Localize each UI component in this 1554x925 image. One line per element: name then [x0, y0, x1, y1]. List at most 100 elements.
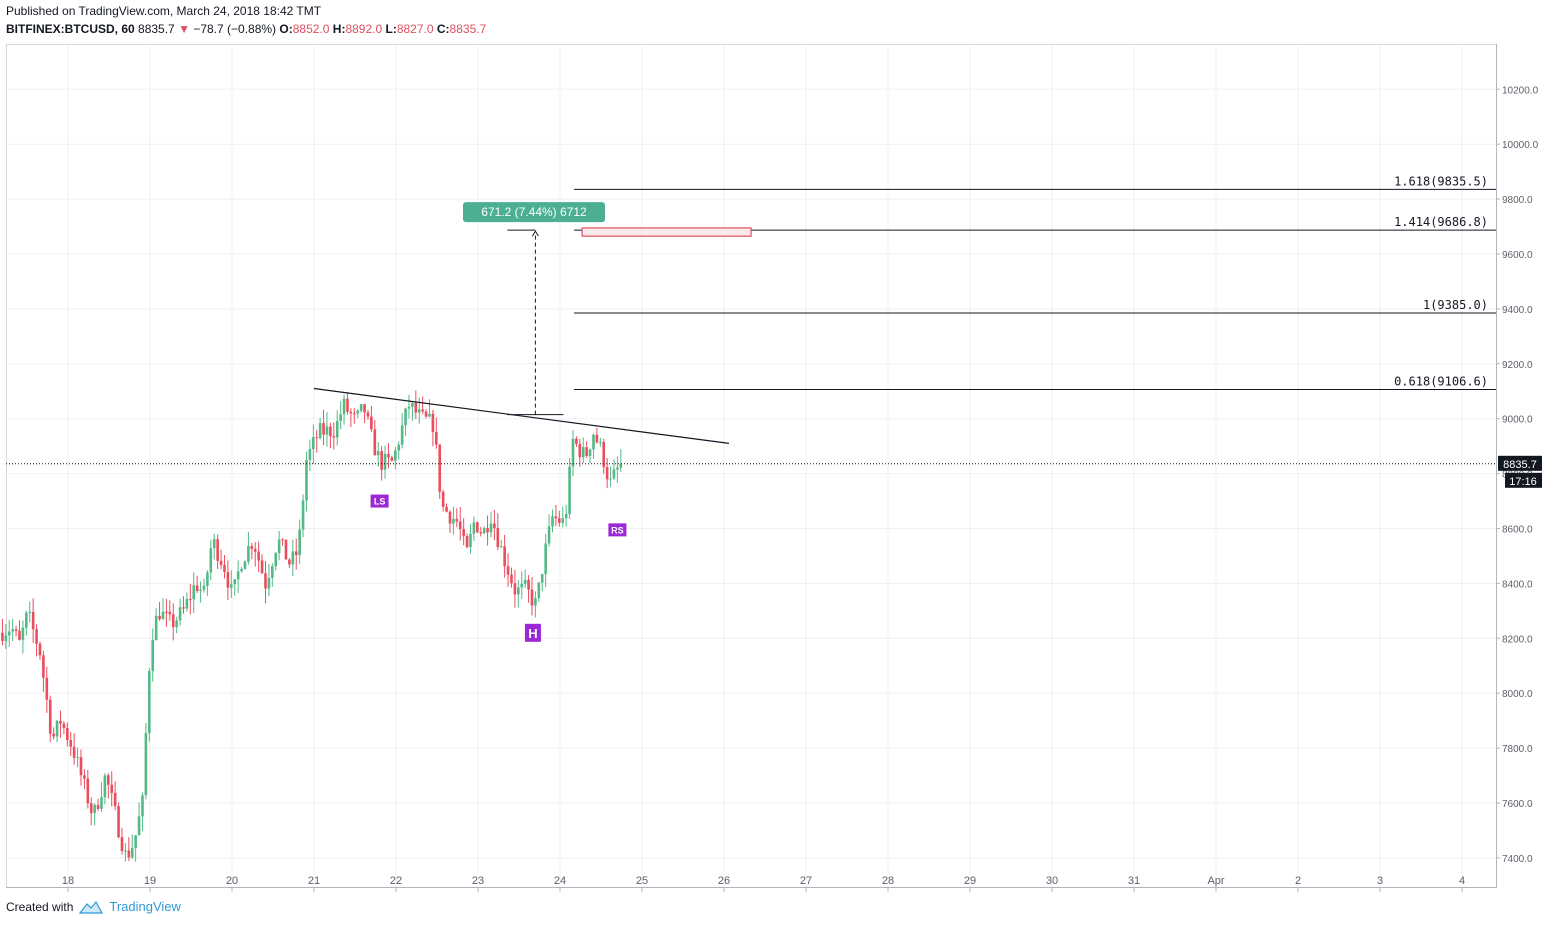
candle-body — [161, 611, 165, 620]
candle — [496, 513, 500, 551]
candle — [18, 620, 21, 641]
candle — [171, 603, 175, 641]
candle — [366, 409, 370, 420]
candle — [199, 581, 202, 603]
candle-body — [339, 414, 342, 421]
candle-body — [394, 450, 397, 461]
candle-body — [476, 522, 479, 533]
published-caption: Published on TradingView.com, March 24, … — [6, 4, 322, 18]
candle-body — [137, 816, 141, 836]
candle-body — [257, 551, 260, 561]
candle — [233, 579, 237, 596]
candle — [312, 424, 315, 464]
candle-body — [144, 733, 148, 796]
candle-body — [250, 546, 254, 549]
candle-body — [151, 640, 155, 672]
pattern-marker-rs: RS — [608, 523, 627, 537]
candle — [394, 446, 397, 470]
candle — [571, 430, 575, 477]
candle — [288, 558, 291, 569]
candle — [455, 508, 459, 528]
candle-body — [223, 565, 226, 573]
candle — [581, 437, 585, 464]
candle-body — [11, 629, 14, 632]
candle-body — [288, 559, 291, 565]
candle-body — [264, 573, 267, 589]
candle — [148, 667, 151, 742]
candle-body — [356, 410, 360, 414]
candle-body — [359, 404, 363, 411]
last-price-marker: 8835.7 17:16 — [6, 455, 1542, 488]
time-axis[interactable]: 18 19 20 21 22 23 24 25 26 27 28 29 30 31 Apr 2 3 4 — [62, 875, 1465, 892]
x-tick-label: 18 — [62, 875, 74, 887]
candle — [253, 542, 257, 567]
candle-body — [387, 453, 390, 458]
chart-grid — [6, 44, 1496, 887]
candle-body — [72, 746, 76, 758]
fib-level-label: 1(9385.0) — [1423, 298, 1488, 312]
candle-body — [609, 478, 612, 480]
candle-body — [291, 551, 295, 565]
candle-body — [435, 432, 438, 445]
candle-body — [428, 413, 431, 417]
candle — [137, 802, 141, 836]
candle — [370, 405, 373, 432]
candle-body — [407, 406, 411, 409]
candle — [424, 409, 428, 419]
candle-body — [117, 806, 120, 838]
tradingview-logo-icon — [79, 900, 104, 914]
candle — [144, 722, 148, 800]
candle-body — [168, 611, 172, 615]
target-zone-box — [581, 227, 752, 237]
candle — [141, 792, 144, 832]
candle-body — [219, 560, 223, 566]
close-label: C: — [436, 22, 450, 36]
candle — [421, 396, 424, 415]
candle-body — [294, 551, 298, 556]
open-label: O: — [279, 22, 293, 36]
candle — [493, 509, 496, 541]
candle-body — [517, 587, 520, 595]
tradingview-brand[interactable]: TradingView — [109, 899, 181, 914]
drawings[interactable]: 671.2 (7.44%) 6712 LS H RS — [313, 202, 752, 642]
change-value: −78.7 (−0.88%) — [193, 22, 277, 36]
symbol-legend: BITFINEX:BTCUSD, 60 8835.7 ▼ −78.7 (−0.8… — [6, 22, 486, 36]
candle — [527, 575, 530, 603]
candle-body — [298, 529, 301, 556]
last-price-tag — [1498, 455, 1542, 471]
candle-body — [318, 423, 322, 439]
candle-body — [267, 577, 271, 589]
candle — [28, 601, 32, 623]
candle-body — [28, 611, 32, 613]
fib-extension[interactable]: 1.618(9835.5) 1.414(9686.8) 1(9385.0) 0.618… — [574, 174, 1496, 390]
candle-body — [612, 469, 616, 479]
candle — [554, 504, 558, 527]
high-label: H: — [332, 22, 346, 36]
candle — [404, 407, 407, 436]
candle — [564, 504, 568, 527]
symbol-name[interactable]: BITFINEX:BTCUSD, 60 — [6, 22, 135, 36]
candle-body — [25, 612, 28, 628]
candle — [472, 516, 476, 542]
candle-body — [301, 500, 305, 530]
candle — [117, 802, 120, 839]
candle-body — [48, 699, 52, 734]
candle-body — [206, 572, 209, 586]
candle-body — [277, 539, 281, 554]
candle — [407, 394, 411, 419]
candle — [151, 628, 155, 682]
candle-body — [588, 449, 592, 456]
pattern-marker-label: H — [528, 626, 537, 641]
low-label: L: — [385, 22, 397, 36]
footer: Created with TradingView — [6, 899, 181, 914]
pattern-marker-box — [524, 623, 541, 642]
y-tick-label: 10000.0 — [1502, 140, 1539, 151]
candle — [120, 827, 124, 855]
candle — [100, 782, 103, 813]
last-price-value: 8835.7 — [138, 22, 175, 36]
candle — [124, 843, 127, 862]
price-axis[interactable]: 7400.0 7600.0 7800.0 8000.0 8200.0 8400.0 8600… — [1496, 85, 1539, 865]
candle-body — [212, 539, 216, 549]
candle-body — [390, 457, 394, 461]
